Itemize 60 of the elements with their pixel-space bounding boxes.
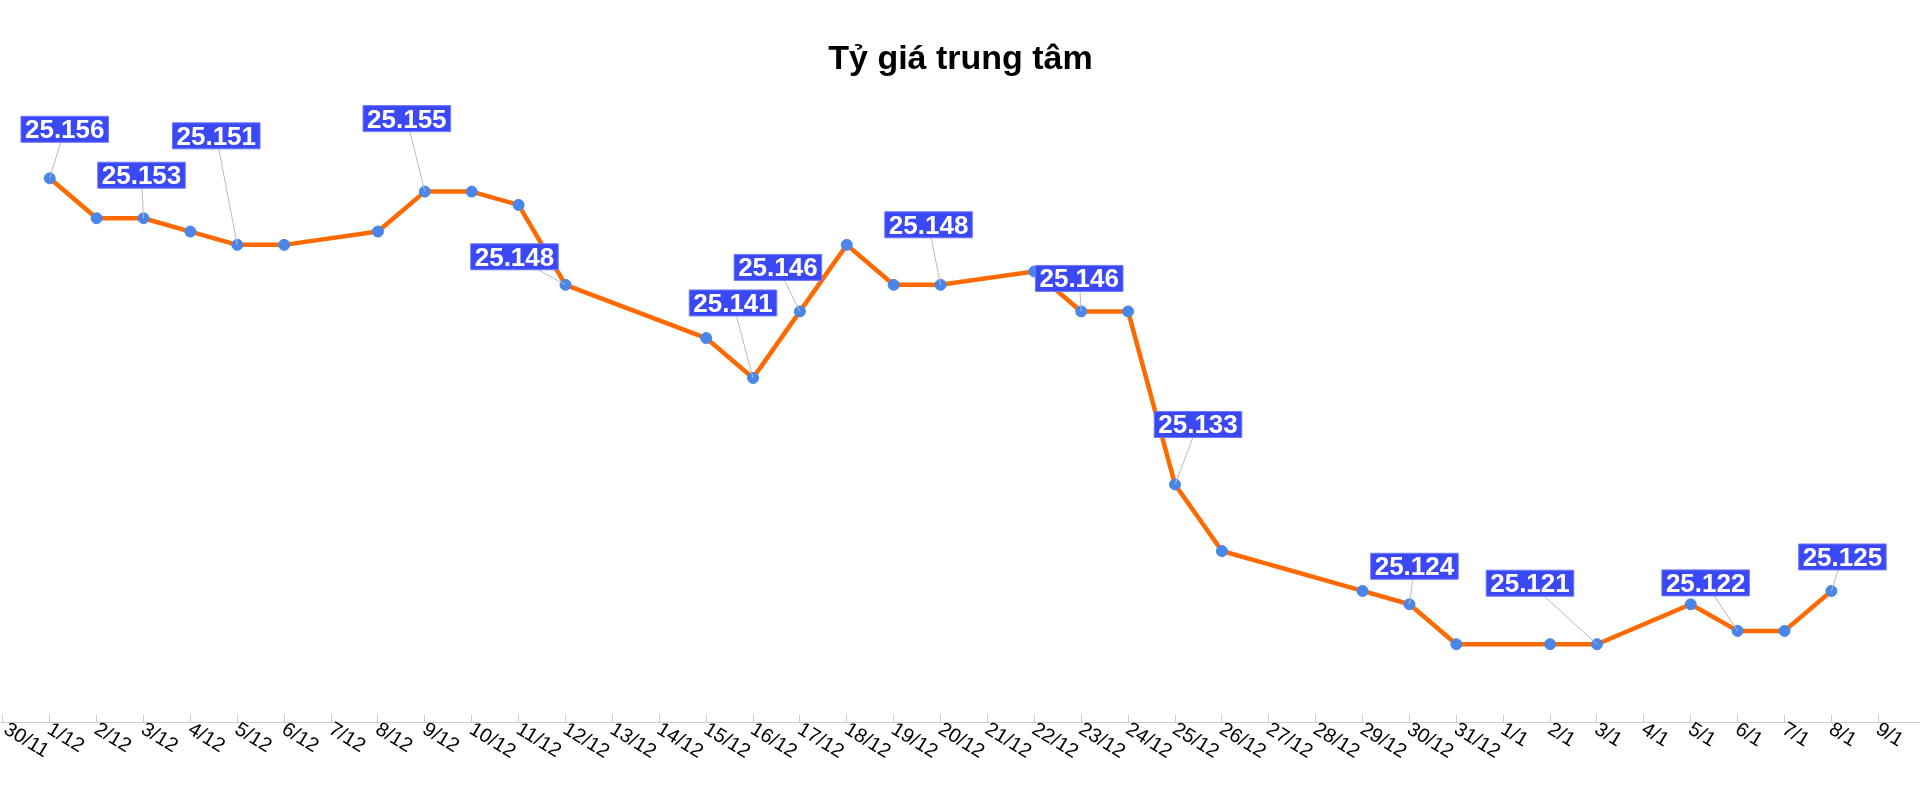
- point: [184, 225, 197, 238]
- data-label: 25.122: [1665, 567, 1746, 598]
- point: [1778, 624, 1791, 637]
- point: [418, 185, 431, 198]
- point: [1544, 638, 1557, 651]
- point: [1450, 638, 1463, 651]
- data-label: 25.124: [1374, 551, 1455, 582]
- point: [1825, 584, 1838, 597]
- data-label: 25.148: [888, 209, 969, 240]
- chart-title: Tỷ giá trung tâm: [828, 37, 1093, 76]
- data-label: 25.133: [1158, 409, 1238, 440]
- data-label: 25.121: [1490, 568, 1570, 599]
- data-label: 25.148: [474, 241, 555, 272]
- point: [512, 198, 525, 211]
- x-tick-label: 6/1: [1731, 717, 1768, 751]
- point: [465, 185, 478, 198]
- data-label: 25.125: [1802, 541, 1883, 572]
- point: [1731, 624, 1744, 637]
- x-tick-label: 5/1: [1685, 717, 1721, 751]
- point: [371, 225, 384, 238]
- point: [137, 212, 150, 225]
- x-tick-label: 3/1: [1591, 717, 1627, 751]
- point: [278, 238, 291, 251]
- point: [1684, 598, 1697, 611]
- point: [43, 172, 56, 185]
- x-tick-label: 9/12: [419, 717, 464, 757]
- data-label: 25.153: [101, 160, 182, 191]
- data-label: 25.146: [738, 252, 818, 283]
- data-label: 25.141: [693, 287, 773, 318]
- x-tick-label: 8/1: [1825, 717, 1861, 751]
- point: [1590, 638, 1603, 651]
- point: [793, 305, 806, 318]
- x-tick-label: 2/1: [1544, 717, 1580, 751]
- point: [1356, 584, 1369, 597]
- x-tick-label: 7/1: [1778, 717, 1814, 751]
- point: [1122, 305, 1135, 318]
- point: [1169, 478, 1182, 491]
- point: [700, 332, 713, 345]
- point: [90, 212, 103, 225]
- point: [887, 278, 900, 291]
- data-label: 25.155: [367, 103, 447, 134]
- x-tick-label: 2/12: [90, 717, 136, 757]
- x-tick-label: 8/12: [372, 717, 417, 757]
- x-tick-label: 6/12: [278, 717, 324, 757]
- point: [1215, 545, 1228, 558]
- data-label: 25.146: [1039, 263, 1119, 294]
- x-tick-label: 4/1: [1638, 717, 1674, 751]
- data-label: 25.156: [24, 114, 105, 145]
- point: [934, 278, 947, 291]
- data-label: 25.151: [176, 120, 257, 151]
- point: [231, 238, 244, 251]
- point: [1403, 598, 1416, 611]
- point: [840, 238, 853, 251]
- x-tick-label: 7/12: [325, 717, 370, 757]
- point: [747, 371, 760, 384]
- x-tick-label: 3/12: [137, 717, 183, 757]
- x-tick-label: 5/12: [231, 717, 277, 757]
- x-tick-label: 4/12: [184, 717, 230, 757]
- point: [559, 278, 572, 291]
- x-tick-label: 9/1: [1872, 717, 1908, 751]
